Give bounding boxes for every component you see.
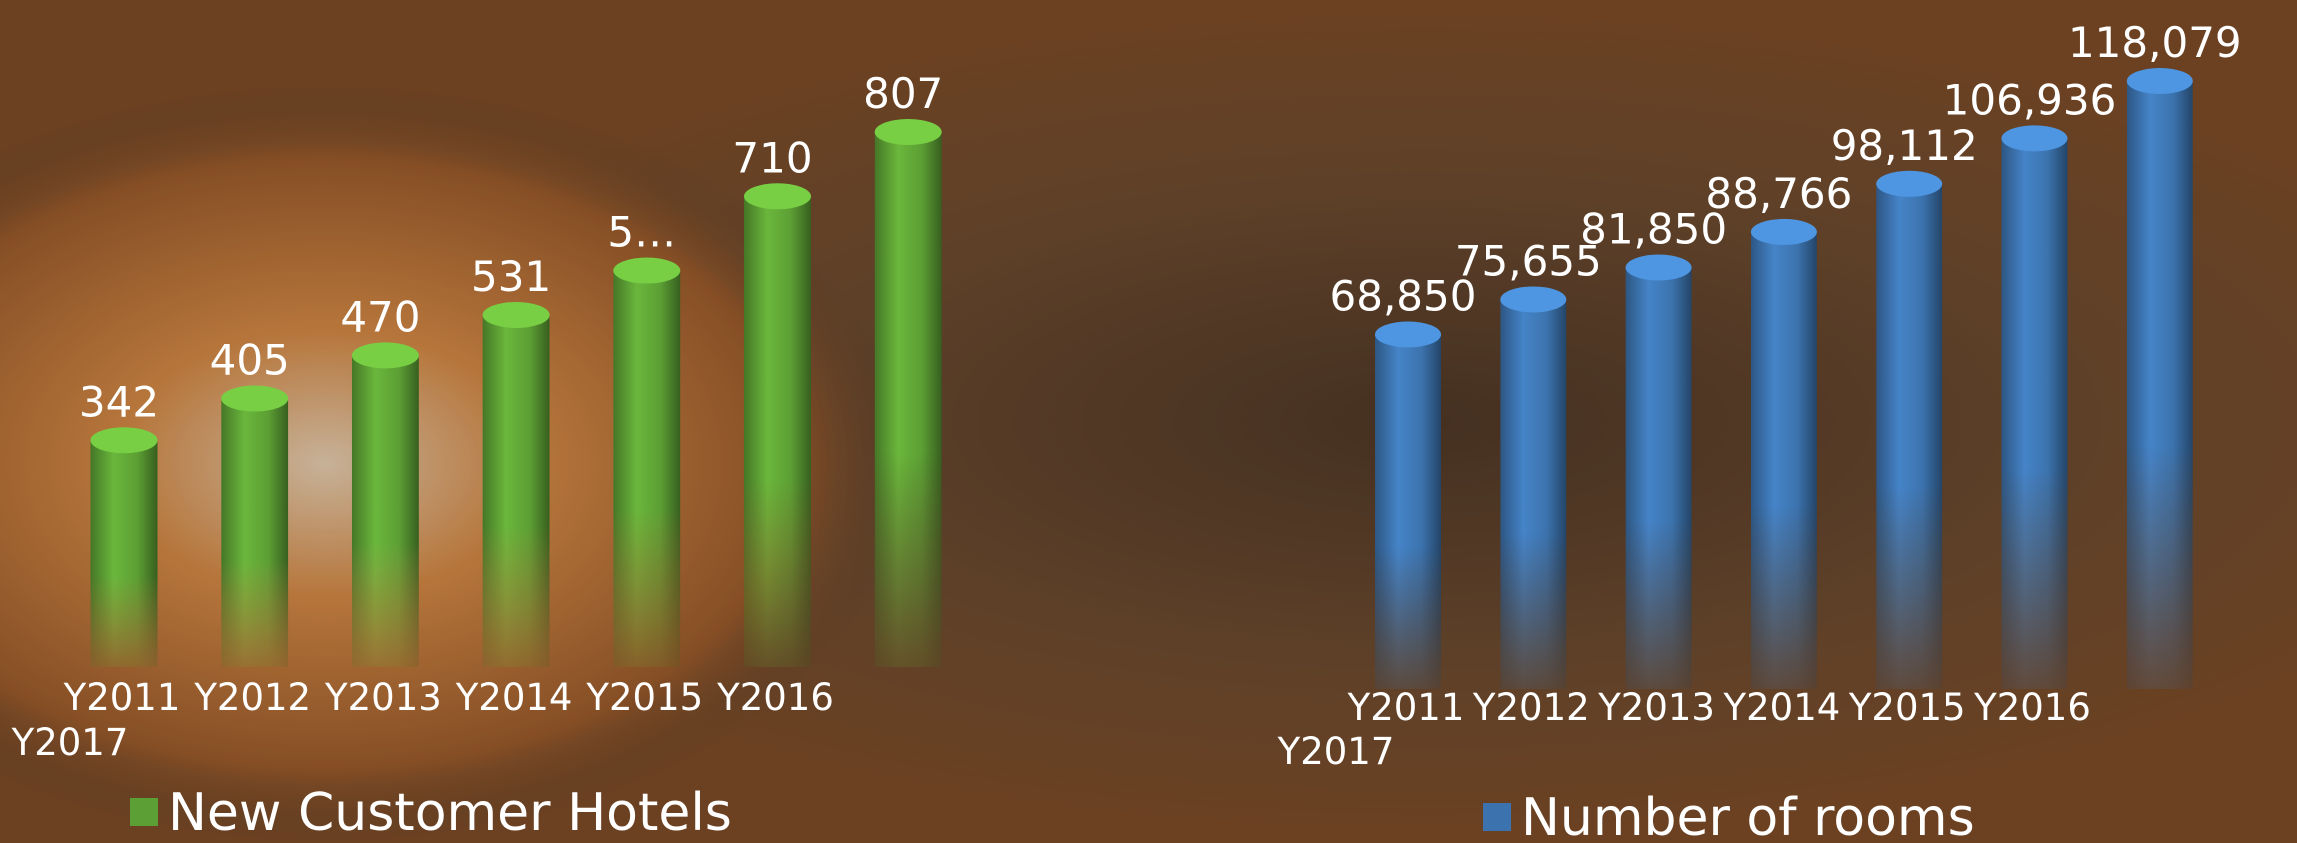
bar-body <box>744 196 811 667</box>
bar <box>744 196 811 667</box>
bar-top <box>874 119 942 145</box>
value-label: 470 <box>340 292 420 341</box>
value-label: 106,936 <box>1943 75 2117 124</box>
legend-label: Number of rooms <box>1521 788 1975 843</box>
bar-body <box>1375 334 1441 689</box>
bar-top <box>1750 218 1817 245</box>
bar <box>90 440 158 667</box>
value-label: 68,850 <box>1330 271 1477 320</box>
bar-top <box>1876 170 1943 197</box>
bar-body <box>1625 267 1692 689</box>
bar-body <box>482 314 550 667</box>
x-tick-label: Y2017 <box>1277 730 1395 773</box>
x-tick-label: Y2016 <box>1973 686 2091 729</box>
value-label: 75,655 <box>1455 236 1602 285</box>
x-tick-label: Y2014 <box>455 676 573 719</box>
x-tick-label: Y2014 <box>1723 686 1841 729</box>
bar <box>613 270 681 667</box>
bar-top <box>613 257 681 284</box>
bar-body <box>351 355 419 667</box>
bar <box>221 398 289 667</box>
bar-body <box>1750 231 1817 689</box>
legend-label: New Customer Hotels <box>168 783 732 843</box>
x-tick-label: Y2013 <box>324 676 442 719</box>
value-label: 5… <box>607 208 676 257</box>
bar-top <box>1625 254 1692 281</box>
bar <box>2001 138 2068 690</box>
bar-top <box>1500 286 1567 313</box>
bar-body <box>2126 81 2193 689</box>
x-tick-label: Y2017 <box>11 721 129 764</box>
x-tick-label: Y2012 <box>1472 686 1590 729</box>
bar-body <box>613 270 681 667</box>
bar <box>482 314 550 667</box>
value-label: 342 <box>79 377 159 426</box>
bar <box>1375 334 1441 689</box>
value-label: 88,766 <box>1705 169 1852 218</box>
legend-swatch <box>130 798 158 826</box>
bar <box>874 132 942 667</box>
x-tick-label: Y2015 <box>585 676 703 719</box>
bar-body <box>90 440 158 667</box>
value-label: 118,079 <box>2068 18 2242 67</box>
legend-swatch <box>1483 803 1511 831</box>
bar-top <box>90 427 158 454</box>
bar <box>1625 267 1692 689</box>
bar-body <box>1500 299 1567 689</box>
bar <box>1750 231 1817 689</box>
bar <box>351 355 419 667</box>
x-tick-label: Y2013 <box>1597 686 1715 729</box>
x-tick-label: Y2015 <box>1848 686 1966 729</box>
value-label: 98,112 <box>1831 121 1978 170</box>
bar-body <box>1876 183 1943 689</box>
bar-top <box>221 385 289 412</box>
bar-top <box>351 342 419 369</box>
bar-body <box>221 398 289 667</box>
x-tick-label: Y2011 <box>1347 686 1465 729</box>
value-label: 531 <box>471 252 551 301</box>
x-tick-label: Y2012 <box>193 676 311 719</box>
value-label: 807 <box>863 69 943 118</box>
value-label: 405 <box>210 336 290 385</box>
value-label: 81,850 <box>1580 205 1727 254</box>
bar-top <box>1375 321 1441 348</box>
bar-body <box>2001 138 2068 690</box>
value-label: 710 <box>732 133 812 182</box>
bar-top <box>2001 125 2068 152</box>
x-tick-label: Y2016 <box>716 676 834 719</box>
bar <box>1500 299 1567 689</box>
bar-top <box>744 183 811 210</box>
bar-body <box>874 132 942 667</box>
bar <box>2126 81 2193 689</box>
bar <box>1876 183 1943 689</box>
x-tick-label: Y2011 <box>63 676 181 719</box>
bar-top <box>2126 68 2193 94</box>
bar-top <box>482 301 550 328</box>
